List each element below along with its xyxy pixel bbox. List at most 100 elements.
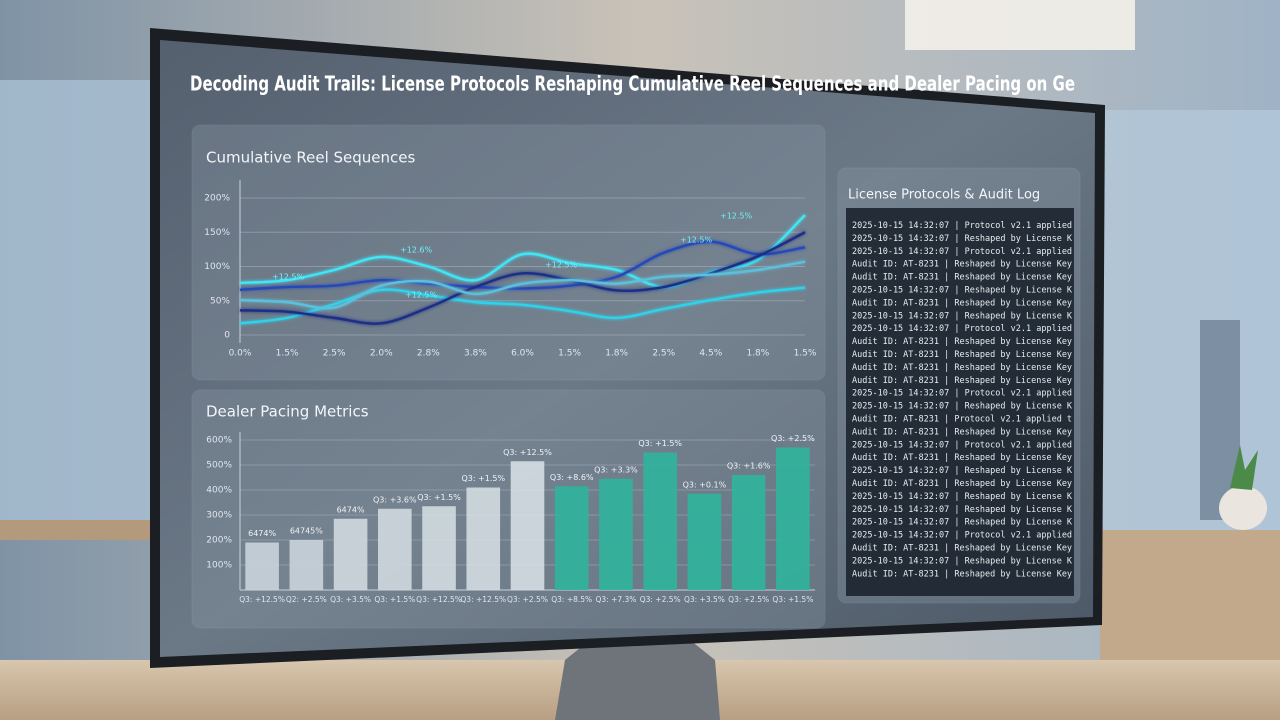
log-text: 2025-10-15 14:32:07 | Protocol v2.1 appl… bbox=[852, 440, 1133, 450]
log-text: Audit ID: AT-8231 | Reshaped by License … bbox=[852, 479, 1077, 489]
bar bbox=[731, 475, 766, 590]
line-series bbox=[239, 240, 806, 291]
log-text: 2025-10-15 14:32:07 | Reshaped by Licens… bbox=[852, 233, 1087, 243]
log-box bbox=[846, 208, 1074, 596]
x-tick-label: Q3: +12.5% bbox=[416, 595, 462, 604]
log-line: 2025-10-15 14:32:07 | Reshaped by Licens… bbox=[852, 556, 1128, 566]
x-tick-label: 2.0% bbox=[370, 349, 393, 359]
log-line: 2025-10-15 14:32:07 | Protocol v2.1 appl… bbox=[852, 324, 1163, 334]
y-tick-label: 200% bbox=[206, 536, 232, 546]
bar-label: Q3: +1.6% bbox=[727, 462, 771, 471]
bar bbox=[687, 493, 722, 590]
y-tick-label: 100% bbox=[204, 262, 230, 272]
log-text: 2025-10-15 14:32:07 | Reshaped by Licens… bbox=[852, 285, 1087, 295]
log-line: 2025-10-15 14:32:07 | Reshaped by Licens… bbox=[852, 285, 1128, 295]
bar-label: Q3: +1.5% bbox=[417, 493, 461, 502]
bar-label: Q3: +3.3% bbox=[594, 465, 638, 474]
bar bbox=[599, 478, 633, 590]
bar bbox=[289, 540, 324, 590]
log-text: Audit ID: AT-8231 | Reshaped by License … bbox=[852, 427, 1077, 437]
log-line: Audit ID: AT-8231 | Reshaped by License … bbox=[852, 259, 1118, 269]
monitor-stand bbox=[555, 640, 720, 720]
log-title: License Protocols & Audit Log bbox=[848, 188, 1040, 203]
x-tick-label: 0.0% bbox=[229, 349, 252, 359]
y-tick-label: 600% bbox=[206, 436, 232, 446]
bar bbox=[776, 447, 810, 590]
annotation: +12.5% bbox=[545, 261, 578, 270]
y-tick-label: 50% bbox=[210, 296, 230, 306]
x-tick-label: 1.5% bbox=[558, 349, 581, 359]
x-tick-label: 1.8% bbox=[605, 349, 628, 359]
window-left bbox=[0, 80, 150, 520]
bar bbox=[422, 506, 456, 590]
bar-label: Q3: +1.5% bbox=[461, 474, 505, 483]
y-tick-label: 100% bbox=[206, 561, 232, 571]
log-text: Audit ID: AT-8231 | Reshaped by License … bbox=[852, 350, 1077, 360]
log-line: 2025-10-15 14:32:07 | Protocol v2.1 appl… bbox=[852, 388, 1163, 398]
log-text: 2025-10-15 14:32:07 | Reshaped by Licens… bbox=[852, 556, 1087, 566]
log-line: Audit ID: AT-8231 | Reshaped by License … bbox=[852, 272, 1118, 282]
x-tick-label: Q3: +2.5% bbox=[728, 595, 769, 604]
log-text: 2025-10-15 14:32:07 | Reshaped by Licens… bbox=[852, 311, 1087, 321]
annotation: +12.5% bbox=[680, 236, 713, 245]
log-text: 2025-10-15 14:32:07 | Protocol v2.1 appl… bbox=[852, 221, 1133, 231]
cabinet bbox=[1100, 530, 1280, 670]
plant-pot bbox=[1219, 486, 1267, 530]
x-tick-label: Q3: +12.5% bbox=[239, 595, 285, 604]
log-line: 2025-10-15 14:32:07 | Reshaped by Licens… bbox=[852, 504, 1128, 514]
log-line: Audit ID: AT-8231 | Reshaped by License … bbox=[852, 479, 1118, 489]
log-text: Audit ID: AT-8231 | Reshaped by License … bbox=[852, 337, 1077, 347]
log-line: Audit ID: AT-8231 | Reshaped by License … bbox=[852, 337, 1118, 347]
y-tick-label: 0 bbox=[224, 331, 230, 341]
log-text: Audit ID: AT-8231 | Reshaped by License … bbox=[852, 453, 1077, 463]
log-text: Audit ID: AT-8231 | Reshaped by License … bbox=[852, 569, 1077, 579]
log-text: Audit ID: AT-8231 | Reshaped by License … bbox=[852, 375, 1077, 385]
x-tick-label: 3.8% bbox=[464, 349, 487, 359]
line-series bbox=[239, 214, 806, 289]
x-tick-label: Q3: +3.5% bbox=[330, 595, 371, 604]
x-tick-label: 2.5% bbox=[652, 349, 675, 359]
log-line: Audit ID: AT-8231 | Reshaped by License … bbox=[852, 375, 1118, 385]
bar-chart-title: Dealer Pacing Metrics bbox=[206, 403, 369, 421]
x-tick-label: Q3: +3.5% bbox=[684, 595, 725, 604]
bar bbox=[333, 518, 368, 590]
x-tick-label: Q3: +2.5% bbox=[640, 595, 681, 604]
log-line: 2025-10-15 14:32:07 | Reshaped by Licens… bbox=[852, 311, 1128, 321]
bar-label: Q3: +2.5% bbox=[771, 434, 815, 443]
x-tick-label: 1.8% bbox=[746, 349, 769, 359]
x-tick-label: 1.5% bbox=[794, 349, 817, 359]
bar-label: Q3: +3.6% bbox=[373, 495, 417, 504]
x-tick-label: 4.5% bbox=[699, 349, 722, 359]
log-text: 2025-10-15 14:32:07 | Protocol v2.1 appl… bbox=[852, 324, 1133, 334]
bar bbox=[643, 452, 677, 590]
log-line: 2025-10-15 14:32:07 | Reshaped by Licens… bbox=[852, 401, 1128, 411]
bar bbox=[554, 486, 589, 590]
bar bbox=[245, 542, 279, 590]
log-line: 2025-10-15 14:32:07 | Protocol v2.1 appl… bbox=[852, 530, 1163, 540]
log-line: 2025-10-15 14:32:07 | Protocol v2.1 appl… bbox=[852, 221, 1163, 231]
line-series bbox=[239, 231, 806, 325]
log-line: Audit ID: AT-8231 | Reshaped by License … bbox=[852, 298, 1118, 308]
log-text: Audit ID: AT-8231 | Reshaped by License … bbox=[852, 259, 1077, 269]
line-series bbox=[239, 260, 806, 310]
log-text: 2025-10-15 14:32:07 | Reshaped by Licens… bbox=[852, 491, 1087, 501]
log-line: 2025-10-15 14:32:07 | Reshaped by Licens… bbox=[852, 517, 1128, 527]
x-tick-label: 2.5% bbox=[323, 349, 346, 359]
bar-label: 64745% bbox=[290, 527, 323, 536]
log-text: Audit ID: AT-8231 | Reshaped by License … bbox=[852, 543, 1077, 553]
bar bbox=[378, 508, 412, 590]
log-line: 2025-10-15 14:32:07 | Reshaped by Licens… bbox=[852, 466, 1128, 476]
log-text: 2025-10-15 14:32:07 | Protocol v2.1 appl… bbox=[852, 530, 1133, 540]
bar-label: Q3: +8.6% bbox=[550, 473, 594, 482]
y-tick-label: 150% bbox=[204, 228, 230, 238]
window-right bbox=[1100, 110, 1280, 530]
y-tick-label: 500% bbox=[206, 461, 232, 471]
line-chart-title: Cumulative Reel Sequences bbox=[206, 149, 416, 167]
log-line: Audit ID: AT-8231 | Reshaped by License … bbox=[852, 569, 1118, 579]
log-line: 2025-10-15 14:32:07 | Protocol v2.1 appl… bbox=[852, 440, 1163, 450]
x-tick-label: Q3: +2.5% bbox=[507, 595, 548, 604]
log-text: 2025-10-15 14:32:07 | Reshaped by Licens… bbox=[852, 401, 1087, 411]
y-tick-label: 300% bbox=[206, 511, 232, 521]
log-line: Audit ID: AT-8231 | Reshaped by License … bbox=[852, 362, 1118, 372]
